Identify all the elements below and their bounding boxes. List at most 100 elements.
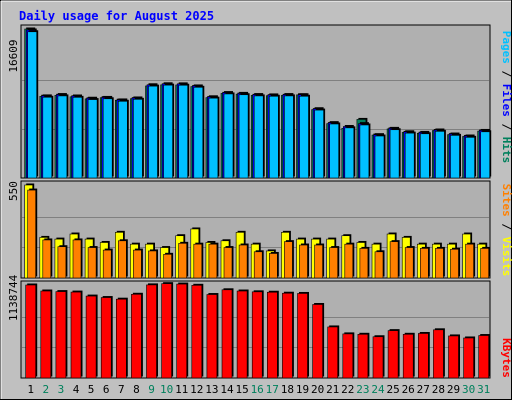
kbytes-ymax-label: 1138744 — [7, 274, 20, 321]
svg-text:Sites / Visits: Sites / Visits — [500, 184, 512, 277]
kbytes-bar — [206, 294, 218, 379]
sites-bar — [148, 250, 157, 279]
pages-bar — [148, 85, 158, 179]
kbytes-bar — [357, 334, 369, 379]
pages-bar — [72, 97, 83, 179]
pages-bar — [419, 133, 430, 179]
kbytes-bar — [327, 326, 339, 379]
x-tick-label: 5 — [88, 383, 95, 396]
pages-bar — [238, 94, 249, 179]
sites-bar — [344, 243, 354, 279]
x-tick-label: 2 — [42, 383, 49, 396]
x-tick-label: 16 — [251, 383, 264, 396]
pages-bar — [27, 31, 38, 179]
pages-bar — [299, 95, 309, 179]
kbytes-bar — [55, 291, 67, 379]
pages-bar — [435, 131, 445, 179]
sites-bar — [404, 247, 414, 279]
pages-bar — [314, 109, 324, 179]
pages-bar — [87, 99, 98, 179]
kbytes-bar — [372, 336, 384, 379]
x-tick-label: 18 — [281, 383, 294, 396]
sites-bar — [480, 248, 490, 279]
kbytes-bar — [342, 333, 354, 379]
legend-visits: Visits — [500, 237, 512, 277]
x-tick-label: 27 — [417, 383, 430, 396]
x-tick-label: 28 — [432, 383, 445, 396]
x-tick-label: 29 — [447, 383, 460, 396]
kbytes-bar — [236, 290, 248, 379]
x-tick-label: 15 — [235, 383, 248, 396]
sites-bar — [102, 249, 112, 279]
kbytes-bar — [176, 283, 187, 379]
x-tick-label: 24 — [371, 383, 385, 396]
sites-bar — [389, 241, 399, 279]
sites-bar — [193, 243, 203, 279]
x-tick-label: 14 — [220, 383, 234, 396]
pages-bar — [163, 84, 173, 179]
sites-bar — [27, 189, 37, 279]
kbytes-bar — [25, 284, 37, 379]
sites-bar — [57, 246, 67, 279]
kbytes-bar — [100, 297, 112, 379]
kbytes-bar — [266, 291, 278, 379]
pages-bar — [133, 99, 143, 179]
kbytes-bar — [191, 285, 203, 379]
sites-bar — [42, 239, 52, 279]
x-tick-label: 30 — [462, 383, 475, 396]
kbytes-bar — [40, 290, 52, 379]
pages-bar — [329, 123, 340, 179]
pages-bar — [450, 135, 460, 179]
pages-bar — [359, 124, 370, 179]
x-tick-label: 17 — [266, 383, 279, 396]
kbytes-bar — [85, 295, 97, 379]
chart-title: Daily usage for August 2025 — [19, 9, 214, 23]
pages-bar — [193, 87, 204, 179]
sites-bar — [314, 244, 323, 279]
pages-bar — [404, 132, 415, 179]
visits-legend: Sites / Visits — [500, 184, 512, 277]
x-tick-label: 19 — [296, 383, 309, 396]
pages-bar — [480, 131, 491, 179]
x-tick-label: 13 — [205, 383, 218, 396]
x-tick-label: 4 — [73, 383, 80, 396]
sites-bar — [465, 243, 474, 279]
legend-hits: Hits — [500, 137, 512, 164]
sites-bar — [299, 244, 308, 279]
legend-sep-1: / — [500, 64, 512, 84]
kbytes-bar — [251, 291, 263, 379]
sites-bar — [419, 248, 429, 279]
x-tick-label: 7 — [118, 383, 125, 396]
sites-bar — [359, 248, 369, 279]
kbytes-bar — [282, 292, 293, 379]
pages-bar — [223, 93, 234, 179]
kbytes-bar — [131, 293, 142, 379]
kbytes-bar — [221, 289, 233, 379]
legend-pages: Pages — [500, 31, 512, 64]
kbytes-bar — [312, 304, 323, 379]
pages-bar — [374, 135, 385, 179]
kbytes-bar — [433, 329, 444, 379]
kbytes-bar — [387, 330, 399, 379]
pages-bar — [389, 129, 400, 179]
sites-bar — [284, 241, 293, 279]
legend-files: Files — [500, 84, 512, 117]
sites-bar — [450, 248, 459, 279]
x-tick-label: 8 — [133, 383, 140, 396]
kbytes-bar — [402, 334, 414, 379]
pages-bar — [268, 95, 279, 179]
sites-bar — [208, 243, 218, 279]
x-tick-label: 20 — [311, 383, 324, 396]
pages-bar — [178, 84, 188, 179]
sites-bar — [87, 247, 97, 279]
sites-bar — [223, 247, 233, 279]
kbytes-bar — [146, 284, 157, 379]
x-tick-label: 12 — [190, 383, 203, 396]
kbytes-bar — [161, 283, 172, 379]
visits-ymax-label: 550 — [7, 181, 20, 201]
kbytes-bar — [448, 335, 459, 379]
x-tick-label: 21 — [326, 383, 339, 396]
sites-bar — [118, 240, 127, 279]
legend-sites: Sites — [500, 184, 512, 217]
hits-legend: Pages / Files / Hits — [500, 31, 512, 164]
